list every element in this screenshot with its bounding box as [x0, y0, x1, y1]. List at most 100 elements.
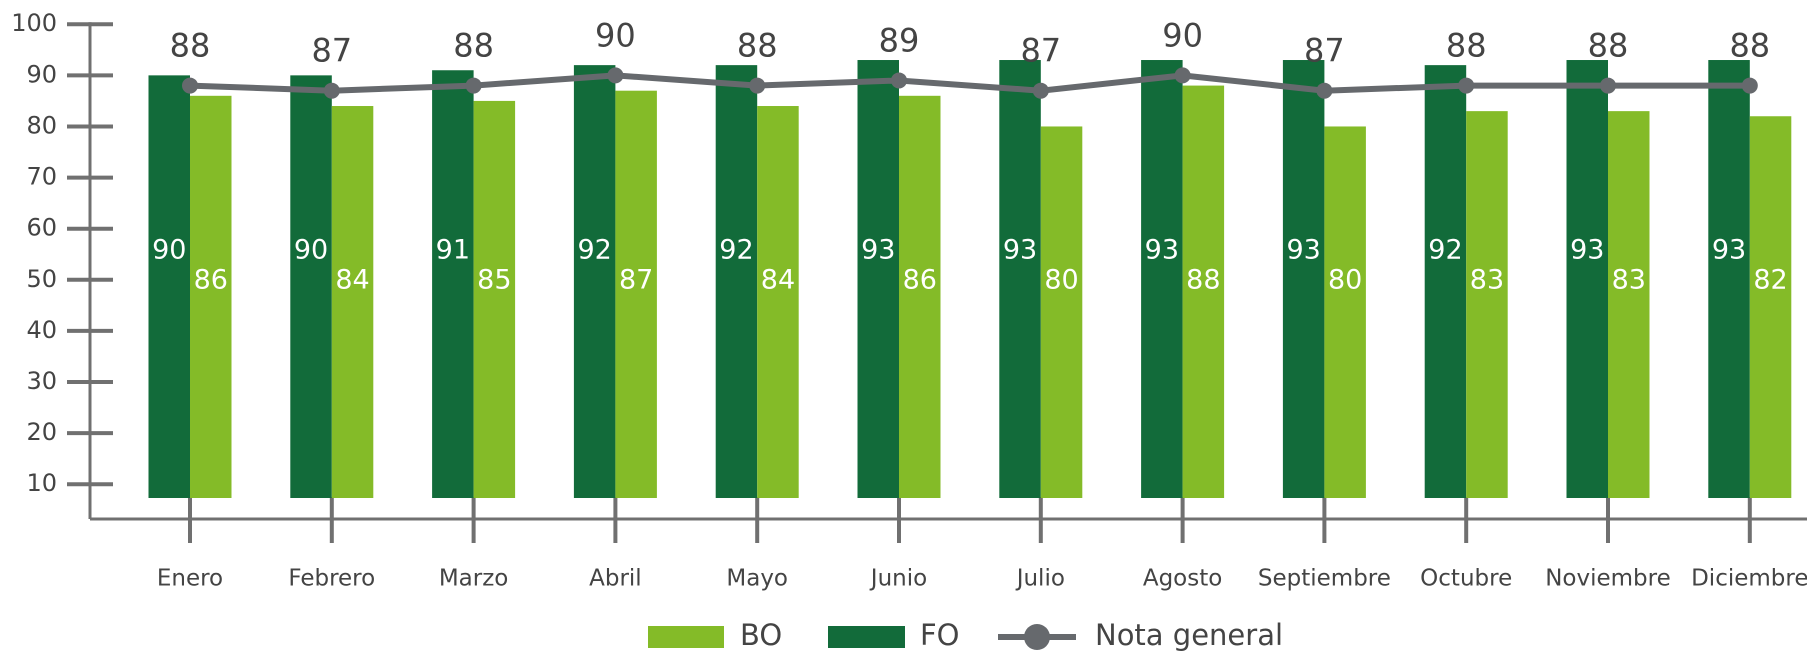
bar-bo — [1749, 116, 1792, 498]
bar-bo — [473, 100, 516, 499]
y-tick-label: 40 — [26, 316, 57, 344]
data-label-nota: 88 — [453, 27, 494, 65]
legend-swatch — [648, 626, 724, 648]
bar-bo — [1608, 111, 1650, 498]
data-label-bo: 82 — [1753, 265, 1787, 296]
data-label-fo: 92 — [1428, 235, 1462, 266]
bar-bo — [1040, 126, 1083, 498]
data-label-fo: 92 — [577, 235, 611, 266]
x-tick-label: Marzo — [439, 566, 509, 592]
y-tick-label: 50 — [26, 265, 57, 293]
data-label-bo: 86 — [903, 265, 937, 296]
point-nota — [749, 77, 766, 94]
data-label-nota: 88 — [1588, 27, 1629, 65]
bar-bo — [1182, 85, 1225, 499]
bar-fo — [1566, 60, 1608, 499]
y-tick-label: 20 — [26, 418, 57, 446]
bar-bo — [757, 106, 799, 499]
x-tick-label: Julio — [1015, 566, 1065, 592]
legend-swatch — [1024, 624, 1050, 650]
data-label-fo: 91 — [436, 235, 470, 266]
bar-fo — [1708, 60, 1750, 499]
bar-fo — [1282, 60, 1325, 499]
bar-fo — [573, 65, 616, 498]
bar-fo — [1424, 65, 1467, 498]
x-tick-label: Septiembre — [1258, 566, 1391, 592]
point-nota — [891, 72, 907, 89]
data-label-nota: 87 — [1304, 32, 1345, 70]
point-nota — [1174, 67, 1191, 84]
data-label-fo: 93 — [1712, 235, 1746, 266]
data-label-nota: 90 — [1162, 16, 1203, 54]
legend-label: BO — [740, 618, 782, 652]
x-tick-label: Abril — [589, 566, 642, 592]
data-label-bo: 84 — [335, 265, 369, 296]
data-label-bo: 83 — [1612, 265, 1646, 296]
x-tick-label: Enero — [157, 566, 223, 592]
point-nota — [1316, 82, 1333, 99]
y-tick-label: 80 — [26, 111, 57, 139]
data-label-bo: 80 — [1328, 265, 1362, 296]
bar-bo — [899, 95, 941, 499]
data-label-fo: 93 — [1286, 235, 1320, 266]
point-nota — [465, 77, 482, 94]
data-label-nota: 88 — [1729, 27, 1770, 65]
data-label-nota: 88 — [737, 27, 778, 65]
y-tick-label: 100 — [11, 9, 57, 37]
x-tick-label: Octubre — [1420, 566, 1512, 592]
x-tick-label: Diciembre — [1691, 566, 1807, 592]
x-tick-label: Agosto — [1143, 566, 1222, 592]
data-label-bo: 84 — [761, 265, 795, 296]
legend-swatch — [828, 626, 905, 648]
data-label-bo: 80 — [1044, 265, 1078, 296]
y-tick-label: 70 — [26, 163, 57, 191]
data-label-fo: 93 — [861, 235, 895, 266]
bar-bo — [1324, 126, 1366, 498]
x-tick-label: Febrero — [288, 566, 375, 592]
y-tick-label: 10 — [26, 469, 57, 497]
data-label-nota: 89 — [879, 21, 920, 59]
data-label-bo: 86 — [194, 265, 228, 296]
x-tick-label: Mayo — [726, 566, 788, 592]
data-label-fo: 93 — [1570, 235, 1604, 266]
bar-fo — [148, 75, 190, 498]
bar-bo — [190, 95, 232, 499]
legend-label: FO — [920, 618, 960, 652]
point-nota — [607, 67, 624, 84]
x-tick-label: Junio — [869, 566, 927, 592]
bar-fo — [290, 75, 332, 498]
data-label-bo: 85 — [477, 265, 511, 296]
bar-bo — [615, 90, 657, 498]
data-label-fo: 93 — [1145, 235, 1179, 266]
y-tick-label: 60 — [26, 214, 57, 242]
legend-label: Nota general — [1095, 618, 1283, 652]
data-label-fo: 92 — [719, 235, 753, 266]
y-tick-label: 90 — [26, 60, 57, 88]
data-label-bo: 87 — [619, 265, 653, 296]
data-label-nota: 90 — [595, 16, 636, 54]
data-label-nota: 88 — [170, 27, 211, 65]
line-nota — [189, 72, 1750, 94]
point-nota — [1600, 77, 1616, 94]
x-tick-label: Noviembre — [1545, 566, 1671, 592]
point-nota — [1741, 77, 1758, 94]
point-nota — [1032, 82, 1049, 99]
bar-bo — [331, 106, 374, 499]
bar-fo — [715, 65, 758, 498]
y-tick-label: 30 — [26, 367, 57, 395]
data-label-nota: 87 — [311, 32, 352, 70]
bar-fo — [432, 70, 474, 498]
bar-fo — [1141, 60, 1183, 499]
bar-fo — [999, 60, 1041, 499]
bar-bo — [1466, 111, 1508, 498]
data-label-bo: 88 — [1186, 265, 1220, 296]
data-label-bo: 83 — [1470, 265, 1504, 296]
data-label-fo: 90 — [152, 235, 186, 266]
data-label-fo: 93 — [1003, 235, 1037, 266]
data-label-fo: 90 — [294, 235, 328, 266]
point-nota — [1458, 77, 1475, 94]
data-label-nota: 88 — [1446, 27, 1487, 65]
bar-fo — [857, 60, 899, 499]
point-nota — [323, 82, 340, 99]
